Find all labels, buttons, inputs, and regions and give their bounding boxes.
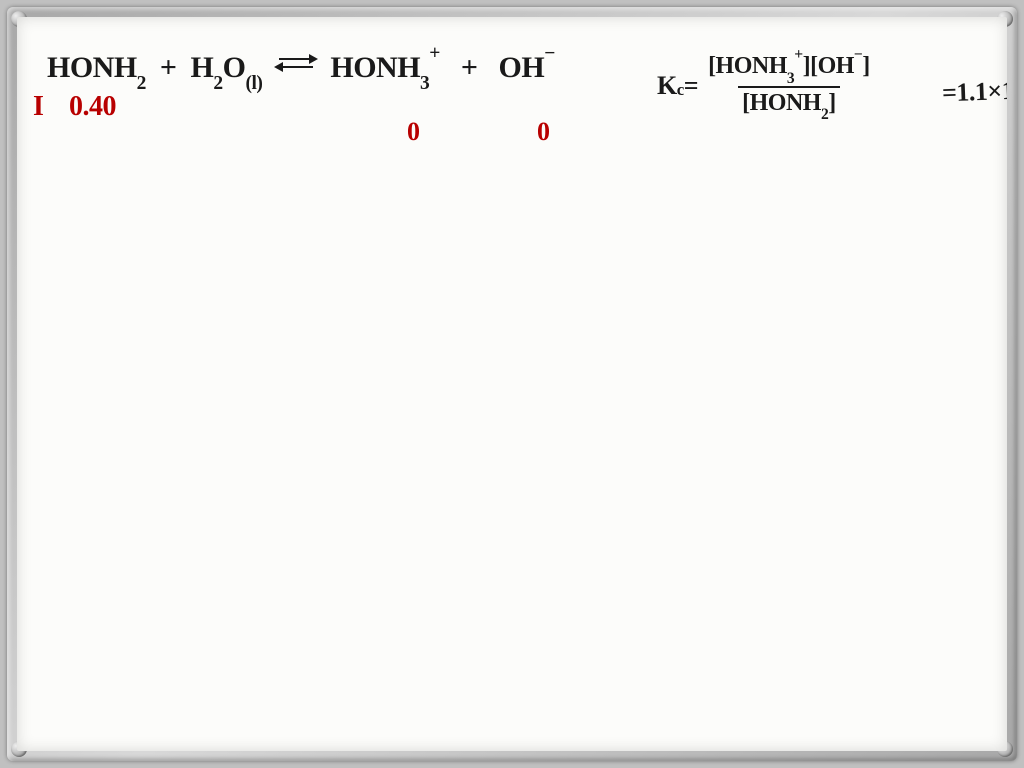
product-2: OH bbox=[499, 51, 545, 84]
kc-fraction: [HONH3+][OH−] [HONH2] bbox=[704, 51, 874, 121]
ice-initial-conc: 0.40 bbox=[69, 91, 116, 123]
kc-denominator: [HONH2] bbox=[738, 86, 840, 121]
kc-label: K bbox=[657, 71, 677, 101]
product-1-charge: + bbox=[429, 43, 440, 64]
kc-numerator: [HONH3+][OH−] bbox=[704, 51, 874, 86]
ice-zero-2: 0 bbox=[537, 117, 550, 147]
plus-1: + bbox=[160, 51, 177, 84]
product-2-charge: − bbox=[544, 43, 555, 64]
equilibrium-arrow bbox=[276, 49, 316, 77]
kc-expression: Kc = [HONH3+][OH−] [HONH2] bbox=[657, 51, 880, 121]
reactant-2-sub: 2 bbox=[213, 73, 222, 94]
reactant-2-h: H bbox=[191, 51, 214, 84]
kc-sub: c bbox=[677, 80, 684, 100]
plus-2: + bbox=[461, 51, 478, 84]
whiteboard-surface: HONH2 + H2O(l) HONH3+ + OH− Kc = [HONH3+… bbox=[17, 17, 1007, 751]
whiteboard-frame: HONH2 + H2O(l) HONH3+ + OH− Kc = [HONH3+… bbox=[7, 7, 1017, 761]
result-equals: = bbox=[942, 78, 957, 107]
reactant-2-o: O bbox=[223, 51, 246, 84]
product-1: HONH bbox=[330, 51, 420, 84]
kc-result: =1.1×10-8 bbox=[941, 73, 1007, 108]
reactant-2-phase: (l) bbox=[245, 73, 262, 94]
kc-equals: = bbox=[684, 71, 698, 101]
result-value: 1.1×10 bbox=[956, 75, 1007, 106]
product-1-sub: 3 bbox=[420, 73, 429, 94]
ice-zero-1: 0 bbox=[407, 117, 420, 147]
ice-i-label: I bbox=[33, 91, 43, 123]
reactant-1: HONH bbox=[47, 51, 137, 84]
chemical-equation: HONH2 + H2O(l) HONH3+ + OH− bbox=[47, 49, 555, 90]
reactant-1-sub: 2 bbox=[137, 73, 146, 94]
